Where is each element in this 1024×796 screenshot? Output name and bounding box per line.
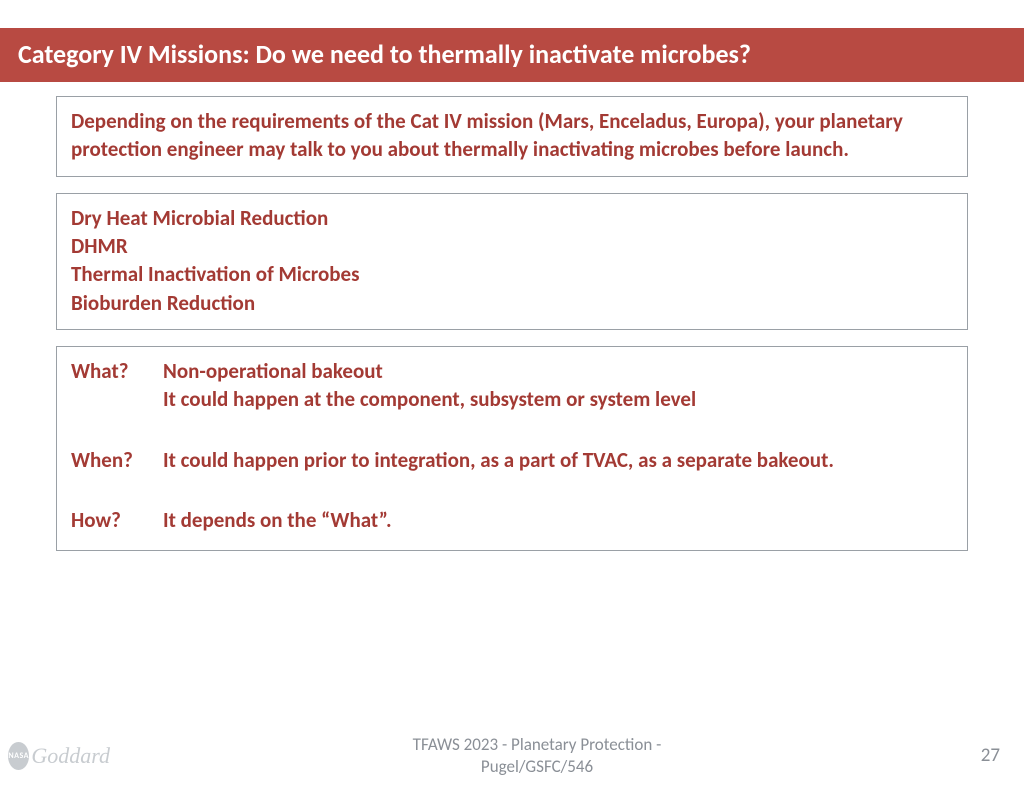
intro-box: Depending on the requirements of the Cat…	[56, 96, 968, 177]
page-number: 27	[964, 744, 1024, 767]
qa-what-row: What? Non-operational bakeout It could h…	[71, 357, 953, 414]
terms-box: Dry Heat Microbial Reduction DHMR Therma…	[56, 193, 968, 330]
qa-when-label: When?	[71, 446, 163, 474]
slide-title: Category IV Missions: Do we need to ther…	[18, 38, 751, 70]
slide-footer: NASA Goddard TFAWS 2023 - Planetary Prot…	[0, 734, 1024, 778]
qa-what-label: What?	[71, 357, 163, 414]
term-line: Thermal Inactivation of Microbes	[71, 260, 953, 288]
footer-line1: TFAWS 2023 - Planetary Protection -	[110, 734, 964, 756]
qa-when-row: When? It could happen prior to integrati…	[71, 446, 953, 474]
spacer	[71, 478, 953, 506]
footer-line2: Pugel/GSFC/546	[110, 756, 964, 778]
qa-what-line1: Non-operational bakeout	[163, 357, 953, 385]
qa-how-label: How?	[71, 506, 163, 534]
intro-text: Depending on the requirements of the Cat…	[71, 108, 903, 162]
qa-how-text: It depends on the “What”.	[163, 506, 953, 534]
nasa-logo-text: NASA	[8, 751, 29, 761]
spacer	[71, 418, 953, 446]
qa-what-line2: It could happen at the component, subsys…	[163, 385, 953, 413]
nasa-logo-icon: NASA	[8, 742, 29, 770]
term-line: Bioburden Reduction	[71, 289, 953, 317]
goddard-logo-text: Goddard	[31, 743, 110, 769]
qa-when-text: It could happen prior to integration, as…	[163, 446, 953, 474]
term-line: DHMR	[71, 232, 953, 260]
slide-content: Depending on the requirements of the Cat…	[0, 82, 1024, 551]
footer-logo: NASA Goddard	[0, 742, 110, 770]
slide-title-bar: Category IV Missions: Do we need to ther…	[0, 28, 1024, 82]
qa-what-body: Non-operational bakeout It could happen …	[163, 357, 953, 414]
term-line: Dry Heat Microbial Reduction	[71, 204, 953, 232]
qa-box: What? Non-operational bakeout It could h…	[56, 346, 968, 551]
qa-how-row: How? It depends on the “What”.	[71, 506, 953, 534]
footer-center: TFAWS 2023 - Planetary Protection - Puge…	[110, 734, 964, 778]
